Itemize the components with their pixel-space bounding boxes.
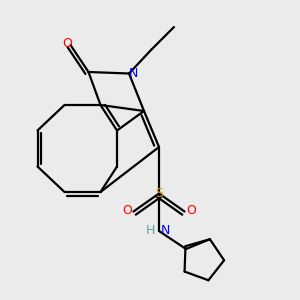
Text: N: N [129, 67, 138, 80]
Text: H: H [146, 224, 155, 238]
Text: S: S [155, 187, 163, 200]
Text: O: O [122, 203, 132, 217]
Text: O: O [62, 37, 72, 50]
Text: N: N [160, 224, 170, 238]
Text: O: O [186, 203, 196, 217]
